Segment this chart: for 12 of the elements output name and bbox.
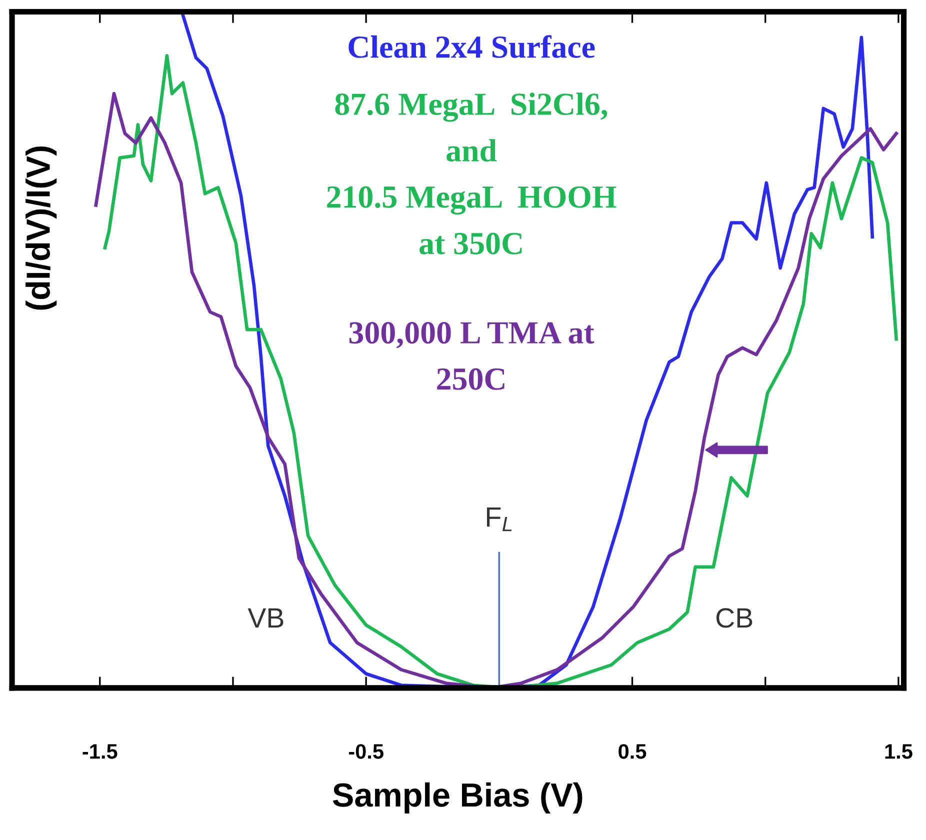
x-tick-label: 0.5	[618, 744, 646, 759]
x-tick-label: 1.5	[885, 744, 912, 759]
ref-line-label: F$_{L}$	[487, 508, 512, 532]
text: 300,000 L TMA at 250C	[349, 322, 594, 390]
x-axis-title: Sample Bias (V)	[332, 782, 582, 814]
text: Clean 2x4 Surface	[348, 35, 595, 58]
text: 87.6 MegaL Si2Cl6, and 210.5 MegaL HOOH at 350C	[327, 92, 616, 254]
y-axis-title: (dI/dV)/I(V)	[26, 146, 57, 310]
x-tick-label: -0.5	[348, 744, 384, 759]
x-tick-label: -1.5	[82, 744, 118, 759]
annotation: CB	[716, 608, 752, 628]
annotation: VB	[248, 608, 284, 628]
